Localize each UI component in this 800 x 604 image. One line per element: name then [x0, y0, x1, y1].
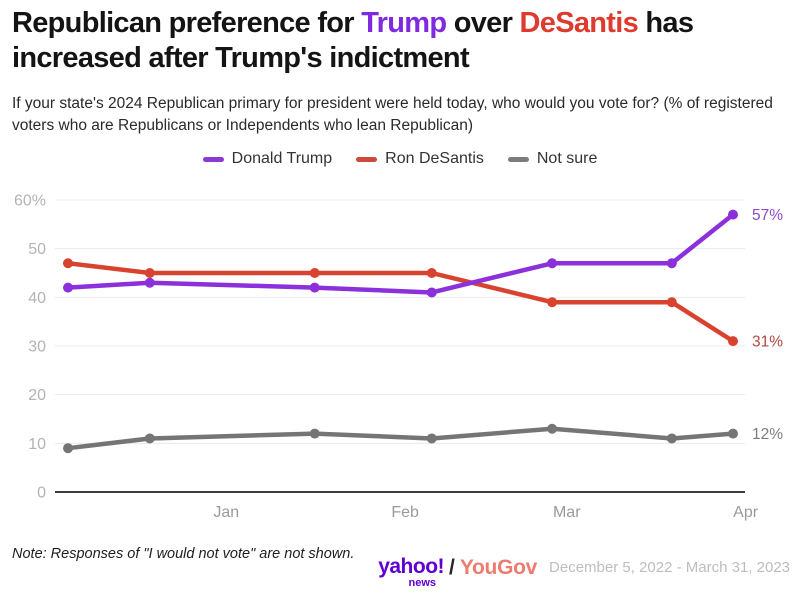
y-axis-tick-label: 10: [28, 436, 46, 453]
data-point: [63, 282, 73, 293]
data-point: [547, 297, 558, 308]
legend-label: Ron DeSantis: [385, 150, 484, 167]
title-part: Trump: [361, 7, 447, 39]
yahoo-news-label: news: [408, 577, 437, 589]
series-line-ron-desantis: [65, 261, 736, 344]
footer-date-range: December 5, 2022 - March 31, 2023: [549, 559, 790, 576]
legend-item-ron-desantis: Ron DeSantis: [356, 150, 484, 168]
series-end-label: 31%: [752, 334, 783, 351]
series-end-label: 12%: [752, 426, 783, 443]
not-sure-line-swatch-icon: [507, 156, 529, 162]
legend-label: Donald Trump: [231, 150, 333, 167]
data-point: [728, 336, 738, 347]
data-point: [144, 268, 155, 278]
x-axis-tick-label: Jan: [213, 504, 239, 521]
x-axis-tick-label: Mar: [553, 504, 581, 521]
chart-subtitle: If your state's 2024 Republican primary …: [12, 95, 773, 135]
data-point: [728, 209, 738, 220]
data-point: [309, 268, 320, 278]
y-axis-tick-label: 20: [28, 387, 46, 404]
data-point: [309, 282, 320, 293]
data-point: [144, 277, 155, 288]
title-part: has increased after Trump's indictment: [12, 7, 694, 74]
data-point: [63, 258, 73, 269]
title-part: Republican preference for: [12, 7, 362, 39]
x-axis-tick-label: Apr: [733, 504, 759, 521]
yougov-wordmark: YouGov: [459, 556, 538, 579]
y-axis-tick-label: 40: [28, 290, 46, 307]
line-chart: 0 10 20 30 40 50 60% Jan Feb Mar Apr 31% 12% 57%: [14, 193, 783, 522]
y-axis-tick-label: 60%: [14, 193, 46, 210]
data-point: [63, 443, 73, 454]
y-axis-tick-label: 30: [28, 339, 46, 356]
data-point: [547, 423, 558, 434]
title-part: over: [446, 7, 520, 39]
series-line-donald-trump: [65, 212, 736, 295]
legend-label: Not sure: [536, 150, 598, 167]
legend-item-donald-trump: Donald Trump: [202, 150, 333, 168]
title-part: DeSantis: [519, 7, 639, 39]
brand-separator: /: [449, 556, 455, 579]
legend-item-not-sure: Not sure: [507, 150, 598, 168]
trump-line-swatch-icon: [202, 156, 224, 162]
series-line-not-sure: [65, 426, 736, 451]
data-point: [426, 268, 437, 278]
chart-legend: Donald Trump Ron DeSantis Not sure: [0, 150, 800, 168]
data-point: [728, 428, 738, 439]
series-end-label: 57%: [752, 207, 783, 224]
data-point: [666, 258, 677, 269]
data-point: [144, 433, 155, 444]
desantis-line-swatch-icon: [356, 156, 378, 162]
data-point: [666, 297, 677, 308]
data-point: [426, 287, 437, 298]
data-point: [426, 433, 437, 444]
footer-attribution: yahoo! news / YouGov December 5, 2022 - …: [378, 556, 790, 589]
data-point: [309, 428, 320, 439]
chart-note: Note: Responses of "I would not vote" ar…: [12, 546, 355, 562]
page-title: Republican preference for Trump over DeS…: [12, 6, 790, 76]
y-axis-tick-label: 50: [28, 241, 46, 258]
yahoo-wordmark: yahoo!: [378, 555, 445, 578]
x-axis-tick-label: Feb: [391, 504, 419, 521]
y-axis-tick-label: 0: [37, 485, 46, 502]
yahoo-news-logo: yahoo! news: [378, 556, 444, 589]
data-point: [666, 433, 677, 444]
data-point: [547, 258, 558, 269]
